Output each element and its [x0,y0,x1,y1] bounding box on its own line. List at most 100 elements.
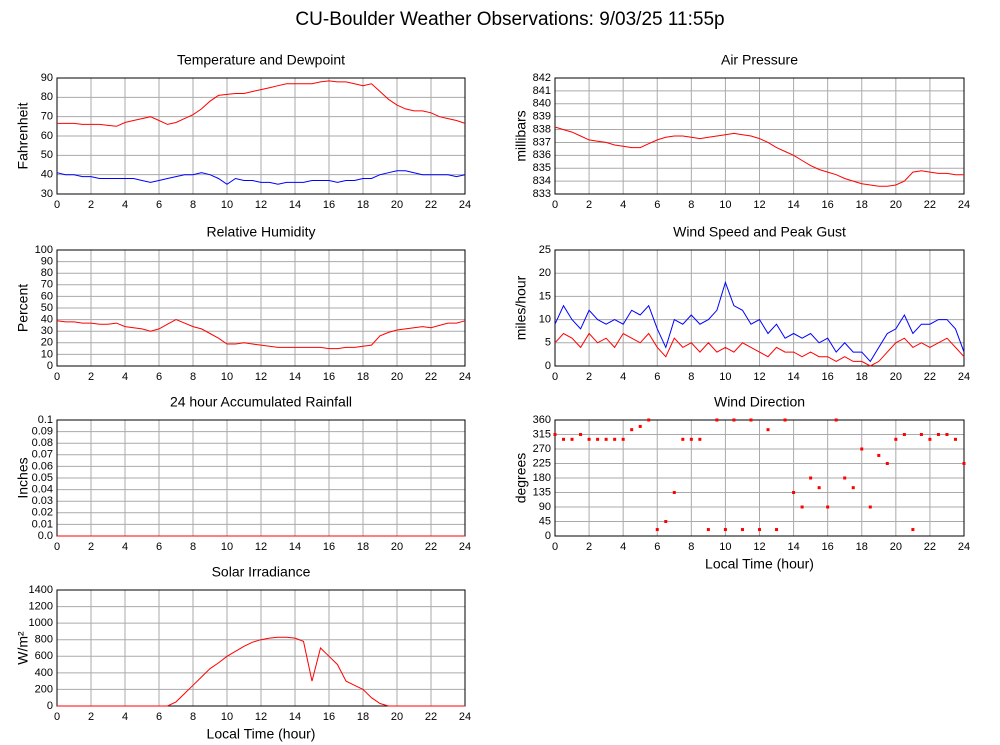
y-tick-label: 0 [545,360,551,372]
x-tick-label: 24 [459,371,471,383]
plot-frame [56,249,466,367]
x-tick-label: 20 [391,199,403,211]
y-axis-label: Percent [15,284,31,332]
x-tick-label: 4 [620,541,626,553]
data-point [877,453,881,457]
x-tick-label: 10 [221,711,233,723]
x-tick-label: 24 [459,541,471,553]
y-tick-label: 135 [533,486,551,498]
y-tick-label: 0.09 [32,426,53,438]
x-tick-label: 18 [856,199,868,211]
y-tick-label: 837 [533,136,551,148]
x-tick-label: 24 [459,711,471,723]
data-point [630,428,634,432]
x-tick-label: 14 [787,371,799,383]
x-tick-label: 18 [357,711,369,723]
y-tick-label: 1400 [29,584,53,596]
x-axis-label: Local Time (hour) [207,726,316,742]
y-tick-label: 839 [533,111,551,123]
x-tick-label: 2 [88,711,94,723]
x-tick-label: 12 [255,541,267,553]
x-tick-label: 22 [425,371,437,383]
x-tick-label: 18 [856,371,868,383]
data-point [775,528,779,532]
data-line [56,319,466,350]
x-tick-label: 0 [552,541,558,553]
y-axis-label: W/m² [15,631,31,665]
data-line [56,170,466,185]
y-tick-label: 50 [41,149,53,161]
chart-title: Solar Irradiance [212,564,311,580]
x-tick-label: 14 [289,541,301,553]
x-tick-label: 4 [122,711,128,723]
y-axis-label: millibars [513,110,529,161]
data-point [596,437,600,441]
y-tick-label: 20 [41,337,53,349]
y-tick-label: 0.1 [38,414,53,426]
x-tick-label: 22 [924,371,936,383]
y-tick-label: 5 [545,337,551,349]
y-tick-label: 70 [41,111,53,123]
y-tick-label: 80 [41,267,53,279]
y-tick-label: 180 [533,472,551,484]
y-tick-label: 25 [539,244,551,256]
data-point [911,528,915,532]
data-point [826,505,830,509]
x-tick-label: 8 [688,199,694,211]
x-tick-label: 0 [54,199,60,211]
y-tick-label: 0 [47,700,53,712]
data-line [57,80,466,127]
x-tick-label: 22 [425,541,437,553]
x-tick-label: 16 [822,371,834,383]
x-tick-label: 6 [654,541,660,553]
x-tick-label: 0 [552,371,558,383]
x-tick-label: 0 [54,541,60,553]
x-tick-label: 4 [620,199,626,211]
x-tick-label: 8 [190,541,196,553]
x-tick-label: 4 [122,371,128,383]
x-tick-label: 12 [255,711,267,723]
x-tick-label: 2 [88,541,94,553]
y-tick-label: 45 [539,515,551,527]
x-tick-label: 6 [156,541,162,553]
x-tick-label: 14 [787,541,799,553]
x-tick-label: 6 [654,371,660,383]
y-tick-label: 40 [41,169,53,181]
data-point [655,528,659,532]
y-tick-label: 0 [47,360,53,372]
data-point [800,505,804,509]
data-point [638,424,642,428]
y-tick-label: 834 [533,175,551,187]
x-tick-label: 2 [88,371,94,383]
x-tick-label: 20 [890,199,902,211]
data-point [783,418,787,422]
y-tick-label: 1000 [29,617,53,629]
y-tick-label: 0.07 [32,449,53,461]
x-tick-label: 2 [586,371,592,383]
x-tick-label: 24 [958,541,970,553]
x-tick-label: 22 [425,711,437,723]
y-tick-label: 1200 [29,600,53,612]
y-tick-label: 842 [533,72,551,84]
x-tick-label: 16 [323,371,335,383]
x-tick-label: 8 [688,371,694,383]
plot-frame [554,77,965,195]
x-tick-label: 20 [890,371,902,383]
chart-title: 24 hour Accumulated Rainfall [170,394,352,410]
chart-title: Wind Direction [714,394,805,410]
y-tick-label: 0.05 [32,472,53,484]
data-point [723,528,727,532]
y-tick-label: 80 [41,91,53,103]
y-tick-label: 20 [539,267,551,279]
plot-frame [554,249,965,367]
x-tick-label: 14 [289,199,301,211]
x-tick-label: 12 [753,199,765,211]
data-point [851,486,855,490]
y-tick-label: 0.01 [32,518,53,530]
x-tick-label: 14 [787,199,799,211]
x-tick-label: 16 [323,199,335,211]
data-point [715,418,719,422]
x-tick-label: 6 [156,711,162,723]
x-tick-label: 24 [958,371,970,383]
data-line [554,280,965,363]
